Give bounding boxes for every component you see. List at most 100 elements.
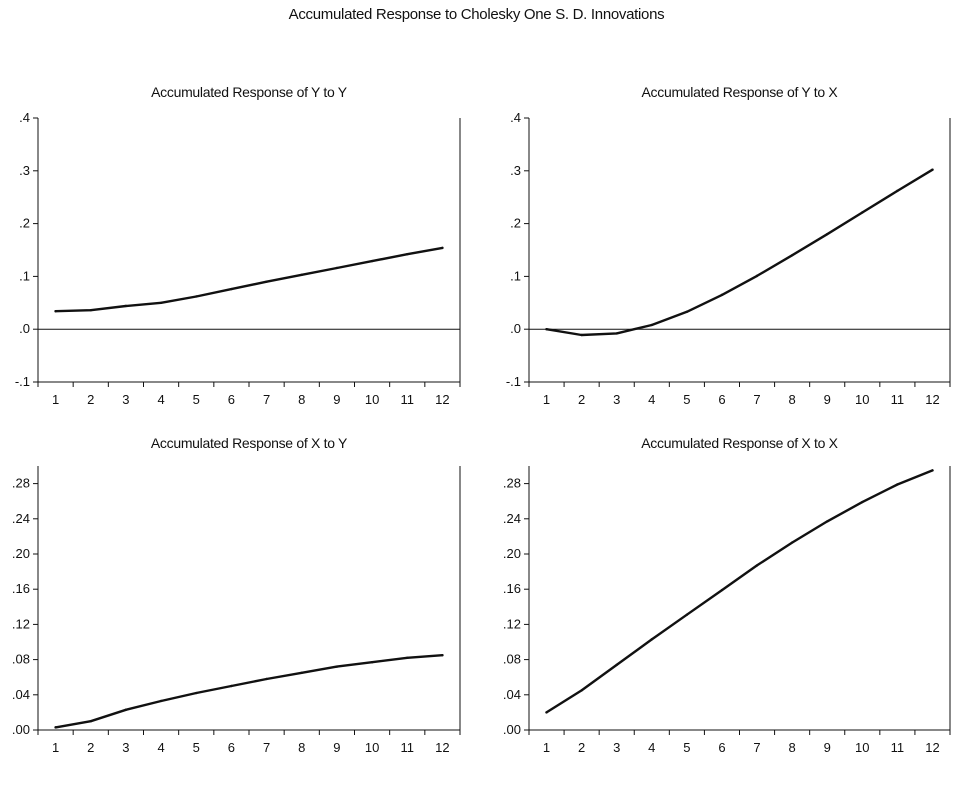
chart-4-y-tick-label: .08 (503, 652, 521, 667)
chart-4-x-tick-label: 10 (855, 740, 869, 755)
chart-2-x-tick-label: 5 (683, 392, 690, 407)
chart-3-y-tick-label: .00 (12, 722, 30, 737)
chart-4-y-tick-label: .00 (503, 722, 521, 737)
chart-2-x-tick-label: 2 (578, 392, 585, 407)
chart-3-x-tick-label: 7 (263, 740, 270, 755)
chart-1-x-tick-label: 7 (263, 392, 270, 407)
chart-2-data-point (790, 254, 794, 257)
chart-3-data-point (195, 691, 198, 695)
chart-4-data-point (685, 613, 689, 616)
chart-2-data-point (826, 232, 829, 236)
chart-1-y-tick-label: .0 (19, 321, 30, 336)
chart-3-y-tick-label: .20 (12, 546, 30, 561)
chart-2-data-point (931, 168, 934, 171)
chart-2-y-tick-label: -.1 (506, 374, 521, 389)
chart-1-x-tick-label: 11 (401, 392, 415, 407)
chart-1-x-tick-label: 6 (228, 392, 235, 407)
chart-1-y-tick-label: .4 (19, 110, 30, 125)
chart-2-data-point (545, 328, 548, 331)
chart-4-data-point (650, 638, 653, 641)
chart-1-data-point (124, 304, 128, 308)
chart-4-y-tick-label: .16 (503, 581, 521, 596)
chart-1-x-tick-label: 3 (122, 392, 129, 407)
chart-1-data-point (370, 259, 374, 263)
chart-3-data-point (54, 726, 57, 729)
chart-3-x-tick-label: 10 (365, 740, 379, 755)
chart-2-x-tick-label: 10 (855, 392, 869, 407)
chart-4-x-tick-label: 5 (683, 740, 690, 755)
chart-3-x-tick-label: 6 (228, 740, 235, 755)
chart-1-data-point (159, 301, 163, 304)
chart-2-x-tick-label: 12 (925, 392, 939, 407)
chart-2-y-tick-label: .4 (510, 110, 521, 125)
chart-1-y-tick-label: .1 (19, 268, 30, 283)
chart-4-x-tick-label: 9 (824, 740, 831, 755)
chart-2-x-tick-label: 1 (543, 392, 550, 407)
chart-3-data-point (230, 684, 233, 688)
chart-4-data-point (790, 541, 794, 544)
chart-3-x-tick-label: 12 (435, 740, 449, 755)
chart-2-data-point (896, 189, 899, 193)
chart-1-data-point (300, 273, 303, 277)
chart-3-data-point (124, 708, 128, 711)
chart-2-x-tick-label: 4 (648, 392, 655, 407)
chart-4-data-point (755, 564, 759, 567)
chart-3-y-tick-label: .08 (12, 652, 30, 667)
chart-4-x-tick-label: 7 (753, 740, 760, 755)
chart-4-data-point (615, 663, 618, 667)
chart-1-data-point (335, 266, 339, 270)
chart-1-data-point (54, 310, 57, 313)
chart-1-data-point (441, 246, 444, 250)
chart-4-data-point (580, 689, 583, 692)
chart-4-title: Accumulated Response of X to X (641, 435, 838, 451)
chart-1-x-tick-label: 12 (435, 392, 449, 407)
chart-1-title: Accumulated Response of Y to Y (151, 84, 348, 100)
chart-3-y-tick-label: .24 (12, 511, 30, 526)
chart-4-data-point (861, 500, 864, 504)
chart-1-data-point (406, 253, 409, 256)
chart-3-y-tick-label: .16 (12, 581, 30, 596)
chart-3-y-tick-label: .28 (12, 476, 30, 491)
chart-1-y-tick-label: .2 (19, 216, 30, 231)
chart-3-y-tick-label: .04 (12, 687, 30, 702)
chart-1-x-tick-label: 9 (333, 392, 340, 407)
chart-1-x-tick-label: 1 (52, 392, 59, 407)
chart-1-y-tick-label: -.1 (15, 374, 30, 389)
chart-4-x-tick-label: 2 (578, 740, 585, 755)
chart-2-data-point (650, 323, 653, 327)
chart-3-x-tick-label: 11 (401, 740, 415, 755)
chart-3-title: Accumulated Response of X to Y (151, 435, 348, 451)
chart-4-x-tick-label: 4 (648, 740, 655, 755)
chart-2-data-point (720, 293, 724, 297)
chart-4-x-tick-label: 6 (718, 740, 725, 755)
chart-1-data-point (195, 295, 198, 298)
chart-2-series-line (545, 168, 934, 337)
chart-4-data-point (826, 520, 829, 523)
chart-3-data-point (335, 665, 339, 668)
chart-3-x-tick-label: 9 (333, 740, 340, 755)
chart-3-data-point (300, 671, 303, 674)
chart-3-data-point (89, 720, 92, 723)
chart-2-x-tick-label: 7 (753, 392, 760, 407)
chart-2-y-tick-label: .0 (510, 321, 521, 336)
chart-1-y-tick-label: .3 (19, 163, 30, 178)
chart-4-panel: Accumulated Response of X to X .00 .04 .08.… (503, 435, 951, 755)
chart-3-panel: Accumulated Response of X to Y .00 .04 .08.… (12, 435, 461, 755)
chart-1-x-tick-label: 4 (157, 392, 164, 407)
chart-1-x-tick-label: 2 (87, 392, 94, 407)
chart-2-x-tick-label: 6 (718, 392, 725, 407)
chart-4-data-point (896, 483, 899, 486)
chart-4-data-point (931, 469, 934, 472)
chart-2-title: Accumulated Response of Y to X (642, 84, 839, 100)
chart-2-x-tick-label: 3 (613, 392, 620, 407)
chart-2-x-tick-label: 8 (789, 392, 796, 407)
chart-4-data-point (720, 588, 724, 592)
chart-1-data-point (265, 280, 268, 283)
chart-4-y-tick-label: .20 (503, 546, 521, 561)
chart-4-x-tick-label: 8 (789, 740, 796, 755)
chart-1-x-tick-label: 5 (193, 392, 200, 407)
chart-2-x-tick-label: 11 (891, 392, 905, 407)
chart-2-y-tick-label: .3 (510, 163, 521, 178)
chart-3-data-point (159, 699, 163, 703)
